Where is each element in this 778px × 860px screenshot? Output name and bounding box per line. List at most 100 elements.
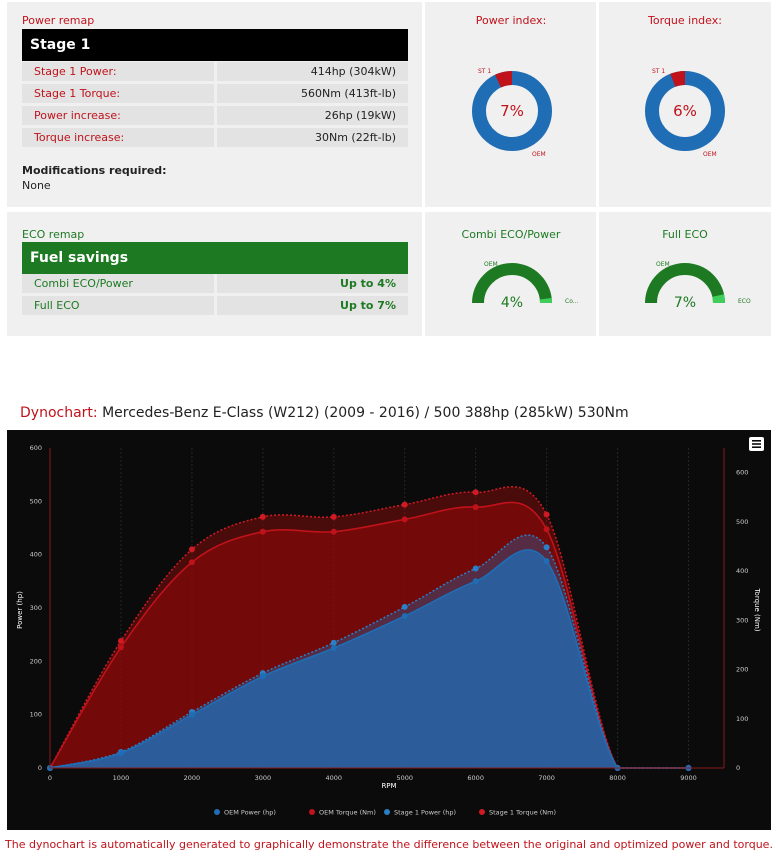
x-axis-label: RPM xyxy=(381,782,396,790)
row-value: Up to 7% xyxy=(217,296,408,315)
chart-points xyxy=(47,489,692,771)
data-point xyxy=(401,516,408,523)
x-tick-label: 2000 xyxy=(184,774,201,782)
dynochart-title: Dynochart: Mercedes-Benz E-Class (W212) … xyxy=(20,405,629,421)
y-tick-label: 100 xyxy=(30,711,42,719)
torque-st1-label: ST 1 xyxy=(652,68,665,75)
data-point xyxy=(401,501,408,508)
power-st1-arc xyxy=(494,71,513,88)
legend-entry: Stage 1 Power (hp) xyxy=(394,809,456,817)
x-tick-label: 3000 xyxy=(255,774,272,782)
row-label: Full ECO xyxy=(22,296,214,315)
data-point xyxy=(401,603,408,610)
y2-axis-label: Torque (Nm) xyxy=(753,587,761,631)
x-tick-label: 7000 xyxy=(538,774,555,782)
power-remap-title: Power remap xyxy=(22,14,95,27)
series-area xyxy=(50,549,689,768)
power-oem-label: OEM xyxy=(532,151,546,158)
y2-tick-label: 500 xyxy=(736,518,748,526)
y2-tick-label: 600 xyxy=(736,469,748,477)
legend-entry: OEM Torque (Nm) xyxy=(319,809,376,817)
data-point xyxy=(259,528,266,535)
legend-entry: OEM Power (hp) xyxy=(224,809,276,817)
dynochart-label: Dynochart: xyxy=(20,405,98,421)
series-line xyxy=(49,486,689,769)
combi-oem-label: OEM xyxy=(484,261,498,268)
row-value: 30Nm (22ft-lb) xyxy=(217,128,408,147)
series-line xyxy=(49,501,689,769)
data-point xyxy=(188,711,195,718)
eco-remap-title: ECO remap xyxy=(22,228,85,241)
data-point xyxy=(543,511,550,518)
data-point xyxy=(330,645,337,651)
combi-eco-value: 4% xyxy=(501,295,523,311)
stage-1-power-row: Stage 1 Power: 414hp (304kW) xyxy=(22,62,408,81)
full-oem-arc xyxy=(645,263,725,304)
x-tick-label: 4000 xyxy=(326,774,343,782)
data-point xyxy=(330,513,337,520)
modifications-label: Modifications required: xyxy=(22,164,167,177)
y-tick-label: 200 xyxy=(30,657,42,665)
row-label: Combi ECO/Power xyxy=(22,274,214,293)
data-point xyxy=(259,673,266,680)
row-value: 26hp (19kW) xyxy=(217,106,408,125)
x-tick-label: 6000 xyxy=(467,774,484,782)
torque-increase-row: Torque increase: 30Nm (22ft-lb) xyxy=(22,128,408,147)
data-point xyxy=(330,639,337,646)
row-label: Power increase: xyxy=(22,106,214,125)
full-eco-arc xyxy=(712,294,725,304)
torque-index-gauge: 6% ST 1 OEM xyxy=(645,68,725,158)
series-line xyxy=(49,549,689,769)
legend-marker xyxy=(214,809,220,815)
data-point xyxy=(472,578,479,585)
data-point xyxy=(543,544,550,551)
legend-entry: Stage 1 Torque (Nm) xyxy=(489,809,556,817)
modifications-value: None xyxy=(22,179,51,192)
y2-tick-label: 100 xyxy=(736,715,748,723)
power-index-value: 7% xyxy=(500,102,524,120)
data-point xyxy=(259,513,266,520)
menu-icon[interactable] xyxy=(749,437,764,451)
y-axis-label: Power (hp) xyxy=(16,591,24,629)
row-value: 414hp (304kW) xyxy=(217,62,408,81)
y2-tick-label: 300 xyxy=(736,616,748,624)
row-label: Stage 1 Power: xyxy=(22,62,214,81)
data-point xyxy=(472,489,479,496)
full-eco-row: Full ECO Up to 7% xyxy=(22,296,408,315)
legend-marker xyxy=(309,809,315,815)
torque-index-panel xyxy=(599,2,771,207)
full-eco-title: Full ECO xyxy=(662,228,708,241)
power-index-panel xyxy=(425,2,596,207)
data-point xyxy=(543,558,550,565)
x-tick-label: 1000 xyxy=(113,774,130,782)
x-tick-label: 9000 xyxy=(680,774,697,782)
combi-eco-gauge: 4% OEM Co... xyxy=(472,261,579,311)
data-point xyxy=(401,613,408,619)
data-point xyxy=(188,546,195,553)
stage-1-header: Stage 1 xyxy=(22,29,408,61)
dynochart-caption: The dynochart is automatically generated… xyxy=(5,838,773,851)
data-point xyxy=(472,565,479,572)
y-tick-label: 600 xyxy=(30,444,42,452)
data-point xyxy=(543,526,550,533)
combi-eco-row: Combi ECO/Power Up to 4% xyxy=(22,274,408,293)
power-index-gauge: 7% ST 1 OEM xyxy=(472,68,552,158)
row-value: 560Nm (413ft-lb) xyxy=(217,84,408,103)
legend-marker xyxy=(479,809,485,815)
row-value: Up to 4% xyxy=(217,274,408,293)
torque-st1-arc xyxy=(670,71,686,87)
chart-axes: 0 1000 2000 3000 4000 5000 6000 7000 8000 9000010… xyxy=(30,444,749,782)
fuel-savings-header: Fuel savings xyxy=(22,242,408,274)
full-eco-gauge: 7% OEM ECO xyxy=(645,261,751,311)
power-increase-row: Power increase: 26hp (19kW) xyxy=(22,106,408,125)
power-index-title: Power index: xyxy=(475,14,547,27)
dynochart: 0 1000 2000 3000 4000 5000 6000 7000 8000 9000010… xyxy=(7,430,771,830)
row-label: Stage 1 Torque: xyxy=(22,84,214,103)
power-st1-label: ST 1 xyxy=(478,68,491,75)
combi-eco-title: Combi ECO/Power xyxy=(461,228,561,241)
y-tick-label: 400 xyxy=(30,551,42,559)
full-eco-value: 7% xyxy=(674,295,696,311)
row-label: Torque increase: xyxy=(22,128,214,147)
full-side-label: ECO xyxy=(738,298,751,305)
torque-index-value: 6% xyxy=(673,102,697,120)
